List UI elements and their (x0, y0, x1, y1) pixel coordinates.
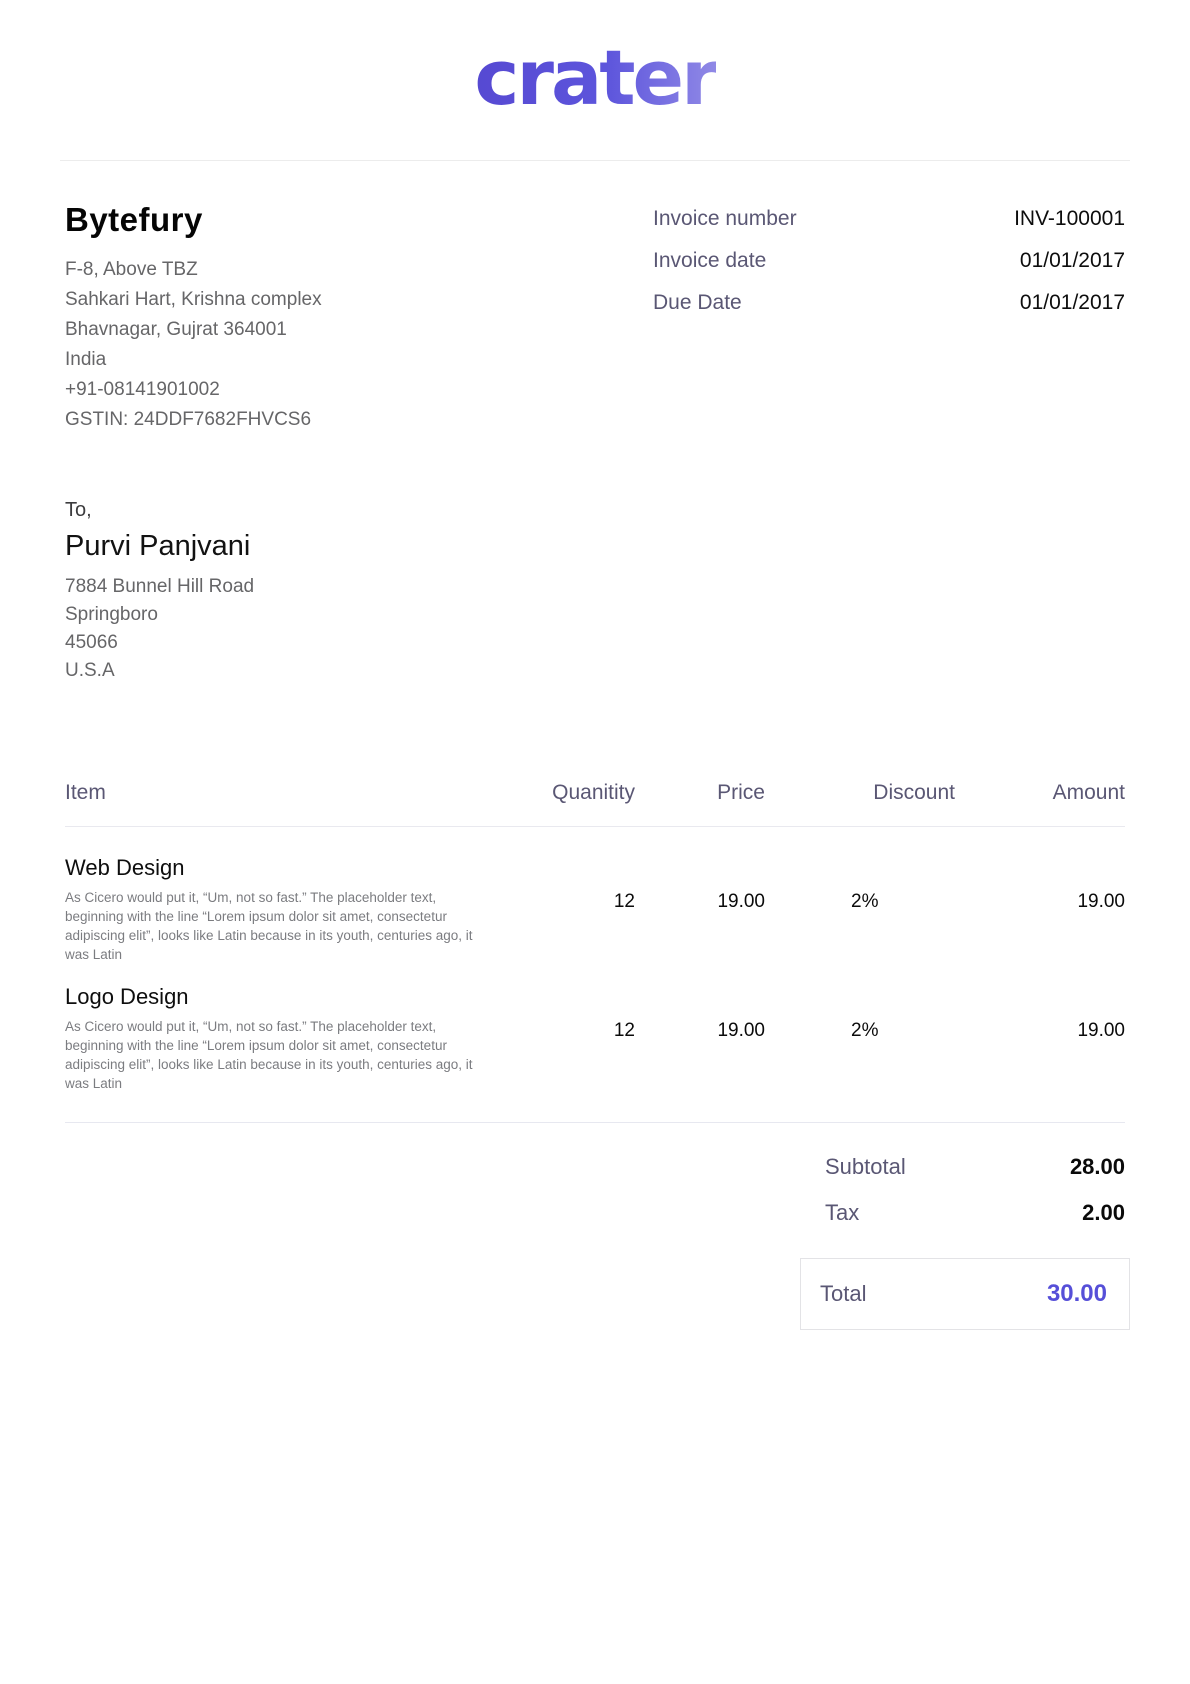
column-header-quantity: Quanitity (552, 781, 635, 804)
invoice-date-row: Invoice date 01/01/2017 (653, 249, 1125, 273)
item-name: Web Design (65, 855, 185, 880)
items-table-header: Item Quanitity Price Discount Amount (65, 781, 1125, 805)
invoice-number-label: Invoice number (653, 207, 797, 230)
item-name: Logo Design (65, 984, 189, 1009)
items-table: Item Quanitity Price Discount Amount Web… (0, 781, 1190, 1123)
client-address-line: U.S.A (65, 660, 115, 681)
due-date-row: Due Date 01/01/2017 (653, 291, 1125, 315)
invoice-date-value: 01/01/2017 (1019, 249, 1125, 272)
client-address-line: Springboro (65, 604, 158, 625)
tax-row: Tax 2.00 (825, 1200, 1125, 1226)
table-header-divider (65, 826, 1125, 827)
company-name: Bytefury (65, 201, 203, 238)
company-gstin: GSTIN: 24DDF7682FHVCS6 (65, 409, 312, 430)
due-date-value: 01/01/2017 (1019, 291, 1125, 314)
item-description: As Cicero would put it, “Um, not so fast… (65, 890, 473, 962)
invoice-number-row: Invoice number INV-100001 (653, 207, 1125, 231)
company-address-line: F-8, Above TBZ (65, 259, 198, 280)
item-description: As Cicero would put it, “Um, not so fast… (65, 1019, 473, 1091)
grand-total-value: 30.00 (1046, 1280, 1107, 1307)
company-address-line: India (65, 349, 107, 370)
item-price: 19.00 (717, 891, 765, 912)
item-discount: 2% (851, 1020, 879, 1041)
bill-to-prefix: To, (65, 499, 92, 521)
info-section: Bytefury F-8, Above TBZ Sahkari Hart, Kr… (0, 161, 1190, 435)
tax-label: Tax (825, 1200, 860, 1225)
client-address-line: 45066 (65, 632, 118, 653)
company-block: Bytefury F-8, Above TBZ Sahkari Hart, Kr… (65, 201, 322, 435)
company-address-line: Bhavnagar, Gujrat 364001 (65, 319, 287, 340)
item-quantity: 12 (613, 891, 635, 912)
invoice-meta-block: Invoice number INV-100001 Invoice date 0… (653, 201, 1125, 435)
bill-to-block: To, Purvi Panjvani 7884 Bunnel Hill Road… (0, 499, 1190, 685)
company-address: F-8, Above TBZ Sahkari Hart, Krishna com… (65, 255, 322, 435)
column-header-discount: Discount (873, 781, 955, 804)
invoice-number-value: INV-100001 (1014, 207, 1125, 230)
company-address-line: Sahkari Hart, Krishna complex (65, 289, 322, 310)
crater-logo: crater (474, 33, 718, 122)
table-bottom-divider (65, 1122, 1125, 1123)
column-header-price: Price (717, 781, 765, 804)
logo-container: crater (0, 0, 1190, 122)
client-address: 7884 Bunnel Hill Road Springboro 45066 U… (65, 573, 1125, 685)
company-phone: +91-08141901002 (65, 379, 220, 400)
grand-total-label: Total (820, 1281, 867, 1306)
client-name: Purvi Panjvani (65, 530, 251, 562)
header-divider (60, 160, 1130, 161)
subtotal-row: Subtotal 28.00 (825, 1154, 1125, 1180)
item-cell: Web Design As Cicero would put it, “Um, … (65, 855, 505, 964)
totals-section: Subtotal 28.00 Tax 2.00 Total 30.00 (0, 1154, 1190, 1330)
subtotal-label: Subtotal (825, 1154, 906, 1179)
invoice-date-label: Invoice date (653, 249, 767, 272)
client-address-line: 7884 Bunnel Hill Road (65, 576, 255, 597)
item-cell: Logo Design As Cicero would put it, “Um,… (65, 984, 505, 1093)
item-discount: 2% (851, 891, 879, 912)
due-date-label: Due Date (653, 291, 742, 314)
item-price: 19.00 (717, 1020, 765, 1041)
tax-value: 2.00 (1082, 1200, 1125, 1225)
item-amount: 19.00 (1077, 891, 1125, 912)
table-row: Logo Design As Cicero would put it, “Um,… (65, 984, 1125, 1093)
subtotal-value: 28.00 (1069, 1154, 1125, 1179)
item-amount: 19.00 (1077, 1020, 1125, 1041)
item-quantity: 12 (613, 1020, 635, 1041)
grand-total-box: Total 30.00 (800, 1258, 1130, 1330)
table-row: Web Design As Cicero would put it, “Um, … (65, 855, 1125, 964)
column-header-amount: Amount (1052, 781, 1125, 804)
column-header-item: Item (65, 781, 106, 804)
